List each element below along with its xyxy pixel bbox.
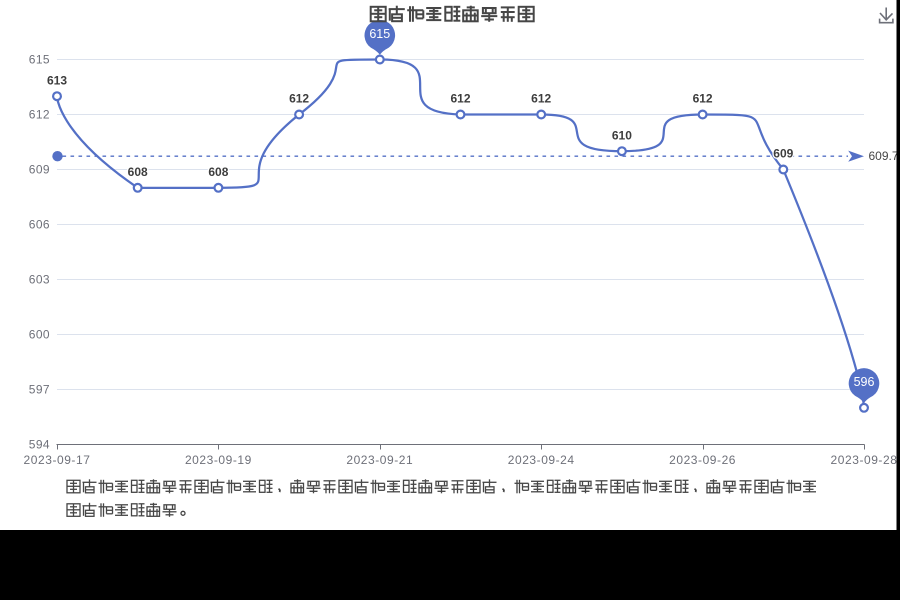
svg-text:612: 612 (450, 92, 470, 106)
svg-text:610: 610 (612, 128, 632, 142)
svg-text:2023-09-17: 2023-09-17 (24, 453, 91, 467)
svg-text:2023-09-24: 2023-09-24 (508, 453, 575, 467)
svg-text:612: 612 (693, 92, 713, 106)
svg-text:2023-09-19: 2023-09-19 (185, 453, 252, 467)
svg-text:609: 609 (29, 163, 50, 177)
svg-text:2023-09-21: 2023-09-21 (346, 453, 413, 467)
svg-text:615: 615 (369, 27, 390, 41)
svg-text:608: 608 (128, 165, 148, 179)
svg-text:612: 612 (289, 92, 309, 106)
svg-text:2023-09-28: 2023-09-28 (831, 453, 898, 467)
svg-text:612: 612 (531, 92, 551, 106)
svg-text:594: 594 (29, 438, 50, 452)
svg-text:603: 603 (29, 273, 50, 287)
svg-text:600: 600 (29, 328, 50, 342)
svg-text:609.7: 609.7 (869, 149, 899, 163)
svg-text:612: 612 (29, 108, 50, 122)
svg-text:2023-09-26: 2023-09-26 (669, 453, 736, 467)
svg-text:615: 615 (29, 53, 50, 67)
svg-text:597: 597 (29, 383, 50, 397)
svg-text:608: 608 (208, 165, 228, 179)
svg-text:609: 609 (773, 147, 793, 161)
svg-text:606: 606 (29, 218, 50, 232)
svg-text:613: 613 (47, 73, 67, 87)
svg-text:596: 596 (854, 375, 875, 389)
